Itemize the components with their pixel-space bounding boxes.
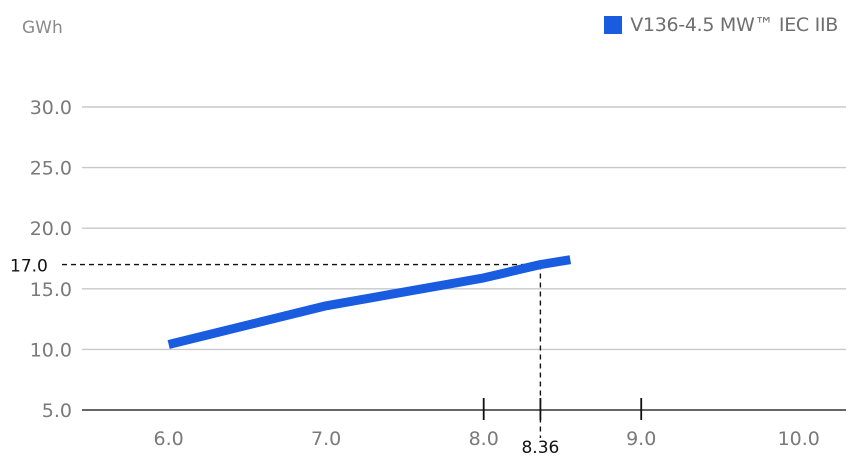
x-tick-label: 7.0 [311,428,341,450]
marker-layer [62,263,542,438]
label-layer: 5.0 10.0 15.0 20.0 25.0 30.0 6.0 7.0 8.0 9.0 10.0 1… [10,97,820,456]
x-tick-label: 9.0 [626,428,656,450]
marker-y-label: 17.0 [10,257,48,277]
grid-layer [82,106,846,351]
y-tick-label: 30.0 [30,97,72,119]
y-tick-label: 5.0 [42,400,72,422]
legend-swatch [604,16,623,34]
marker-x-label: 8.36 [521,438,559,456]
y-tick-label: 10.0 [30,339,72,361]
legend: V136-4.5 MW™ IEC IIB [604,14,838,36]
x-tick-label: 6.0 [154,428,184,450]
y-tick-label: 25.0 [30,158,72,180]
y-unit-label: GWh [22,18,63,38]
legend-label: V136-4.5 MW™ IEC IIB [630,14,838,36]
y-tick-label: 20.0 [30,218,72,240]
axis-layer [82,398,846,420]
y-tick-label: 15.0 [30,279,72,301]
series-line-0 [167,255,572,349]
x-tick-label: 8.0 [469,428,499,450]
x-tick-label: 10.0 [778,428,820,450]
series-layer [167,255,572,349]
